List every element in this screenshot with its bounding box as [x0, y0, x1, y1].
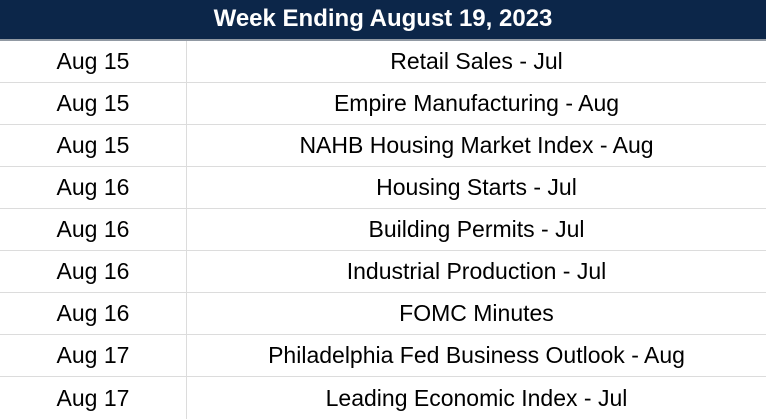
table-row: Aug 17 Leading Economic Index - Jul — [0, 377, 766, 419]
table-row: Aug 16 Industrial Production - Jul — [0, 251, 766, 293]
table-row: Aug 15 NAHB Housing Market Index - Aug — [0, 125, 766, 167]
event-cell: Leading Economic Index - Jul — [325, 384, 628, 411]
table-row: Aug 17 Philadelphia Fed Business Outlook… — [0, 335, 766, 377]
table-body: Aug 15 Retail Sales - Jul Aug 15 Empire … — [0, 41, 766, 419]
date-cell: Aug 16 — [0, 209, 187, 250]
date-cell: Aug 15 — [0, 41, 187, 82]
date-cell: Aug 16 — [0, 251, 187, 292]
table-header: Week Ending August 19, 2023 — [0, 0, 766, 41]
table-row: Aug 16 Housing Starts - Jul — [0, 167, 766, 209]
event-cell: Philadelphia Fed Business Outlook - Aug — [268, 342, 685, 368]
table-row: Aug 15 Retail Sales - Jul — [0, 41, 766, 83]
date-cell: Aug 16 — [0, 293, 187, 334]
date-cell: Aug 15 — [0, 125, 187, 166]
date-cell: Aug 16 — [0, 167, 187, 208]
table-title: Week Ending August 19, 2023 — [213, 4, 553, 32]
event-cell: Empire Manufacturing - Aug — [333, 90, 620, 116]
event-cell: Housing Starts - Jul — [376, 174, 577, 200]
table-row: Aug 16 Building Permits - Jul — [0, 209, 766, 251]
date-cell: Aug 15 — [0, 83, 187, 124]
date-cell: Aug 17 — [0, 377, 187, 419]
date-cell: Aug 17 — [0, 335, 187, 376]
table-row: Aug 15 Empire Manufacturing - Aug — [0, 83, 766, 125]
table-row: Aug 16 FOMC Minutes — [0, 293, 766, 335]
event-cell: Building Permits - Jul — [368, 216, 585, 242]
event-cell: Industrial Production - Jul — [346, 258, 607, 284]
event-cell: NAHB Housing Market Index - Aug — [299, 132, 654, 158]
event-cell: Retail Sales - Jul — [390, 48, 563, 74]
event-cell: FOMC Minutes — [399, 300, 554, 326]
